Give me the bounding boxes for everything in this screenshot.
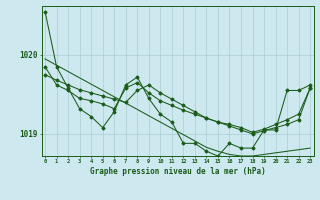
X-axis label: Graphe pression niveau de la mer (hPa): Graphe pression niveau de la mer (hPa) — [90, 167, 266, 176]
